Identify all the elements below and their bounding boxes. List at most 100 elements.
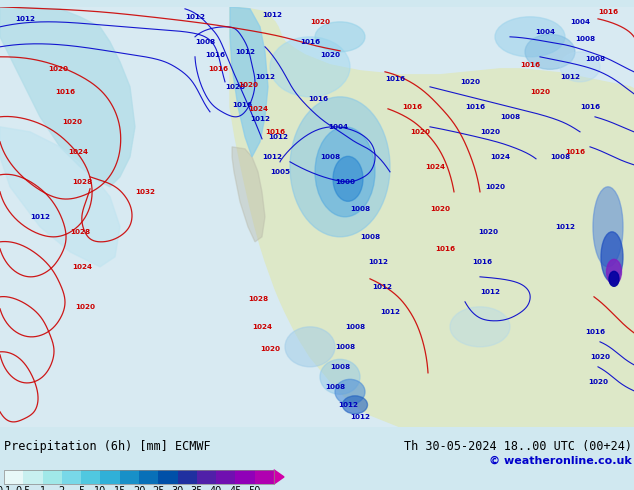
Text: 45: 45 bbox=[230, 486, 242, 490]
Bar bbox=[62, 470, 81, 484]
Bar bbox=[216, 470, 235, 484]
Bar bbox=[4, 470, 23, 484]
Bar bbox=[100, 470, 120, 484]
Bar bbox=[81, 470, 100, 484]
Text: 50: 50 bbox=[249, 486, 261, 490]
Text: 1: 1 bbox=[39, 486, 46, 490]
Text: 1012: 1012 bbox=[235, 49, 255, 55]
Text: 1016: 1016 bbox=[472, 259, 492, 265]
Text: 1016: 1016 bbox=[402, 104, 422, 110]
Text: 1016: 1016 bbox=[55, 89, 75, 95]
Text: 1004: 1004 bbox=[535, 29, 555, 35]
Text: 20: 20 bbox=[133, 486, 145, 490]
Ellipse shape bbox=[342, 396, 368, 414]
Text: 1012: 1012 bbox=[185, 14, 205, 20]
Ellipse shape bbox=[495, 17, 565, 57]
Text: 1008: 1008 bbox=[330, 364, 350, 370]
Ellipse shape bbox=[607, 259, 621, 284]
Text: 1016: 1016 bbox=[465, 104, 485, 110]
Text: 1004: 1004 bbox=[328, 124, 348, 130]
Bar bbox=[255, 470, 274, 484]
Text: 1020: 1020 bbox=[238, 82, 258, 88]
Text: 30: 30 bbox=[171, 486, 184, 490]
Ellipse shape bbox=[560, 52, 600, 82]
Text: 1020: 1020 bbox=[48, 66, 68, 72]
Text: Precipitation (6h) [mm] ECMWF: Precipitation (6h) [mm] ECMWF bbox=[4, 440, 210, 453]
Text: 1020: 1020 bbox=[410, 129, 430, 135]
Text: 1016: 1016 bbox=[308, 96, 328, 102]
Bar bbox=[0, 7, 230, 427]
Ellipse shape bbox=[601, 232, 623, 282]
Text: 1020: 1020 bbox=[430, 206, 450, 212]
Text: 1024: 1024 bbox=[72, 264, 92, 270]
Text: 1016: 1016 bbox=[598, 9, 618, 15]
Text: 1020: 1020 bbox=[485, 184, 505, 190]
Text: 1016: 1016 bbox=[435, 246, 455, 252]
Ellipse shape bbox=[335, 379, 365, 404]
Text: 0.5: 0.5 bbox=[16, 486, 31, 490]
Text: 1008: 1008 bbox=[350, 206, 370, 212]
Text: 1012: 1012 bbox=[560, 74, 580, 80]
Text: 1008: 1008 bbox=[360, 234, 380, 240]
Bar bbox=[42, 470, 62, 484]
Text: 1020: 1020 bbox=[478, 229, 498, 235]
Polygon shape bbox=[230, 7, 634, 427]
Text: 1008: 1008 bbox=[320, 154, 340, 160]
Bar bbox=[158, 470, 178, 484]
Text: 1016: 1016 bbox=[205, 52, 225, 58]
Text: 1016: 1016 bbox=[232, 102, 252, 108]
Ellipse shape bbox=[290, 97, 390, 237]
Text: 1012: 1012 bbox=[250, 116, 270, 122]
Text: 1020: 1020 bbox=[588, 379, 608, 385]
Text: 1000: 1000 bbox=[335, 179, 355, 185]
Text: 1020: 1020 bbox=[320, 52, 340, 58]
Text: 1012: 1012 bbox=[380, 309, 400, 315]
Text: 1008: 1008 bbox=[550, 154, 570, 160]
Text: 1012: 1012 bbox=[350, 414, 370, 420]
Text: 1012: 1012 bbox=[15, 16, 35, 22]
Text: 5: 5 bbox=[78, 486, 84, 490]
Polygon shape bbox=[0, 7, 135, 187]
Text: 40: 40 bbox=[210, 486, 223, 490]
Text: 35: 35 bbox=[191, 486, 203, 490]
Text: 1012: 1012 bbox=[338, 402, 358, 408]
Text: 1012: 1012 bbox=[368, 259, 388, 265]
Text: 15: 15 bbox=[113, 486, 126, 490]
Text: Th 30-05-2024 18..00 UTC (00+24): Th 30-05-2024 18..00 UTC (00+24) bbox=[404, 440, 632, 453]
Text: 1008: 1008 bbox=[500, 114, 520, 120]
Text: 1005: 1005 bbox=[270, 169, 290, 175]
Text: 25: 25 bbox=[152, 486, 165, 490]
Text: 10: 10 bbox=[94, 486, 107, 490]
Text: 1020: 1020 bbox=[225, 84, 245, 90]
Text: 1020: 1020 bbox=[480, 129, 500, 135]
Ellipse shape bbox=[609, 271, 619, 286]
Text: 1028: 1028 bbox=[70, 229, 90, 235]
Polygon shape bbox=[274, 470, 284, 484]
Text: 1004: 1004 bbox=[570, 19, 590, 25]
Text: 1020: 1020 bbox=[260, 346, 280, 352]
Polygon shape bbox=[0, 127, 120, 267]
Text: 1012: 1012 bbox=[555, 224, 575, 230]
Text: 1032: 1032 bbox=[135, 189, 155, 195]
Ellipse shape bbox=[333, 156, 363, 201]
Text: 1020: 1020 bbox=[310, 19, 330, 25]
Text: 1016: 1016 bbox=[208, 66, 228, 72]
Text: 1008: 1008 bbox=[335, 344, 355, 350]
Text: 1012: 1012 bbox=[262, 12, 282, 18]
Text: 1016: 1016 bbox=[265, 129, 285, 135]
Text: © weatheronline.co.uk: © weatheronline.co.uk bbox=[489, 456, 632, 466]
Bar bbox=[139, 470, 158, 484]
Text: 1016: 1016 bbox=[565, 149, 585, 155]
Polygon shape bbox=[230, 7, 268, 157]
Ellipse shape bbox=[320, 359, 360, 394]
Text: 1028: 1028 bbox=[248, 296, 268, 302]
Bar bbox=[120, 470, 139, 484]
Text: 1024: 1024 bbox=[248, 106, 268, 112]
Text: 1012: 1012 bbox=[372, 284, 392, 290]
Ellipse shape bbox=[315, 22, 365, 52]
Text: 1016: 1016 bbox=[580, 104, 600, 110]
Text: 1024: 1024 bbox=[68, 149, 88, 155]
Ellipse shape bbox=[525, 34, 575, 69]
Text: 1020: 1020 bbox=[62, 119, 82, 125]
Bar bbox=[197, 470, 216, 484]
